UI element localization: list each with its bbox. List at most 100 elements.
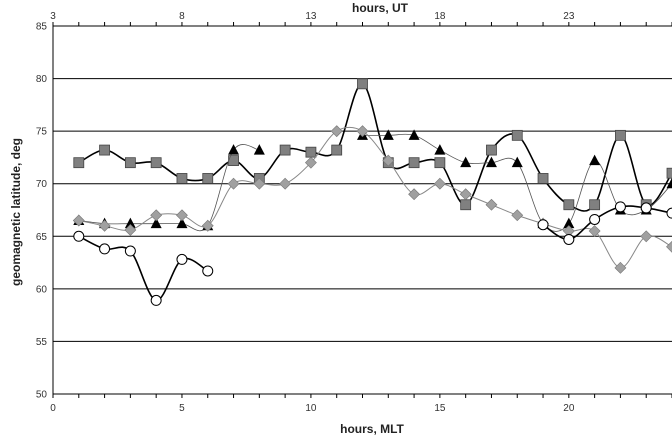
x2-tick-label: 8 [179, 11, 185, 22]
data-point-diamond [72, 214, 85, 227]
data-point-circle [176, 253, 188, 265]
data-point-circle [537, 219, 549, 231]
data-point-diamond [640, 230, 653, 243]
series-line [78, 83, 672, 212]
data-point-triangle [408, 129, 420, 140]
data-point-triangle [176, 217, 188, 229]
y-tick-label: 75 [36, 127, 48, 138]
data-point-square [615, 129, 626, 141]
data-point-triangle [563, 217, 575, 229]
series-diamond [72, 125, 672, 274]
data-point-diamond [98, 219, 111, 232]
data-point-diamond [150, 209, 163, 222]
data-point-square [666, 167, 672, 179]
data-point-square [460, 199, 472, 211]
data-point-circle [202, 265, 214, 277]
data-point-triangle [150, 217, 162, 229]
data-point-square [511, 129, 523, 141]
data-point-square [150, 157, 162, 169]
series-group [72, 78, 672, 306]
y-tick-label: 65 [36, 232, 48, 243]
series-line [78, 126, 672, 269]
x2-tick-label: 23 [563, 11, 575, 22]
data-point-square [202, 173, 214, 184]
x-tick-label: 5 [179, 403, 185, 414]
x2-tick-label: 13 [305, 11, 317, 22]
data-point-square [408, 157, 420, 169]
data-point-diamond [253, 177, 266, 190]
data-point-diamond [408, 188, 421, 201]
data-point-diamond [201, 219, 214, 232]
series-triangle [73, 129, 672, 232]
data-point-square [589, 199, 601, 211]
data-point-square [305, 146, 317, 158]
data-point-diamond [124, 224, 137, 236]
data-point-square [357, 78, 368, 90]
tick-labels: 50 55 60 65 70 75 80 85 0 5 10 15 20 3 8 13 18 23 [36, 11, 575, 414]
x2-tick-label: 18 [434, 11, 446, 22]
x-tick-label: 0 [50, 403, 56, 414]
data-point-diamond [588, 225, 601, 237]
data-point-circle [666, 207, 672, 219]
data-point-circle [563, 233, 575, 245]
series-line [78, 235, 209, 302]
series-line [542, 205, 672, 241]
data-point-diamond [459, 188, 472, 201]
data-point-triangle [485, 156, 497, 168]
data-point-square [73, 157, 85, 169]
data-point-diamond [666, 240, 672, 253]
y-tick-label: 85 [36, 22, 48, 33]
data-point-diamond [176, 209, 188, 222]
y-axis-label: geomagnetic latitude, deg [9, 138, 23, 286]
data-point-triangle [382, 129, 394, 140]
data-point-triangle [253, 144, 265, 155]
data-point-diamond [485, 198, 498, 211]
x-tick-label: 20 [563, 403, 575, 414]
y-tick-label: 60 [36, 284, 48, 295]
data-point-circle [614, 201, 626, 213]
data-point-square [563, 199, 575, 211]
data-point-diamond [227, 177, 240, 190]
y-tick-label: 70 [36, 179, 48, 190]
x2-tick-label: 3 [50, 11, 56, 22]
data-point-diamond [614, 261, 627, 274]
data-point-square [279, 144, 291, 156]
series-circle [73, 201, 672, 306]
data-point-circle [124, 245, 136, 257]
data-point-triangle [124, 217, 136, 229]
data-point-square [176, 173, 188, 184]
data-point-triangle [460, 156, 472, 168]
series-square [73, 78, 672, 212]
data-point-square [486, 144, 497, 156]
data-point-triangle [511, 156, 523, 168]
data-point-square [537, 173, 549, 184]
data-point-circle [640, 202, 652, 214]
y-tick-label: 80 [36, 74, 48, 85]
data-point-diamond [330, 125, 343, 138]
data-point-diamond [382, 154, 395, 167]
data-point-circle [99, 243, 111, 255]
data-point-square [124, 157, 136, 169]
data-point-square [99, 144, 110, 156]
data-point-square [434, 157, 446, 169]
data-point-triangle [589, 154, 601, 166]
data-point-circle [589, 213, 601, 225]
data-point-triangle [434, 144, 446, 155]
data-point-circle [150, 294, 162, 306]
data-point-diamond [279, 177, 292, 190]
data-point-diamond [433, 177, 446, 190]
data-point-diamond [511, 209, 524, 222]
data-point-diamond [304, 156, 317, 169]
x-tick-label: 15 [434, 403, 446, 414]
data-point-diamond [356, 125, 369, 138]
data-point-triangle [228, 144, 240, 155]
data-point-triangle [666, 177, 672, 189]
data-point-square [331, 144, 343, 156]
data-point-circle [73, 230, 85, 242]
x-axis-label: hours, MLT [340, 422, 404, 436]
x2-axis-label: hours, UT [352, 1, 409, 15]
y-tick-label: 55 [36, 337, 48, 348]
x-tick-label: 10 [305, 403, 317, 414]
y-tick-label: 50 [36, 390, 48, 401]
